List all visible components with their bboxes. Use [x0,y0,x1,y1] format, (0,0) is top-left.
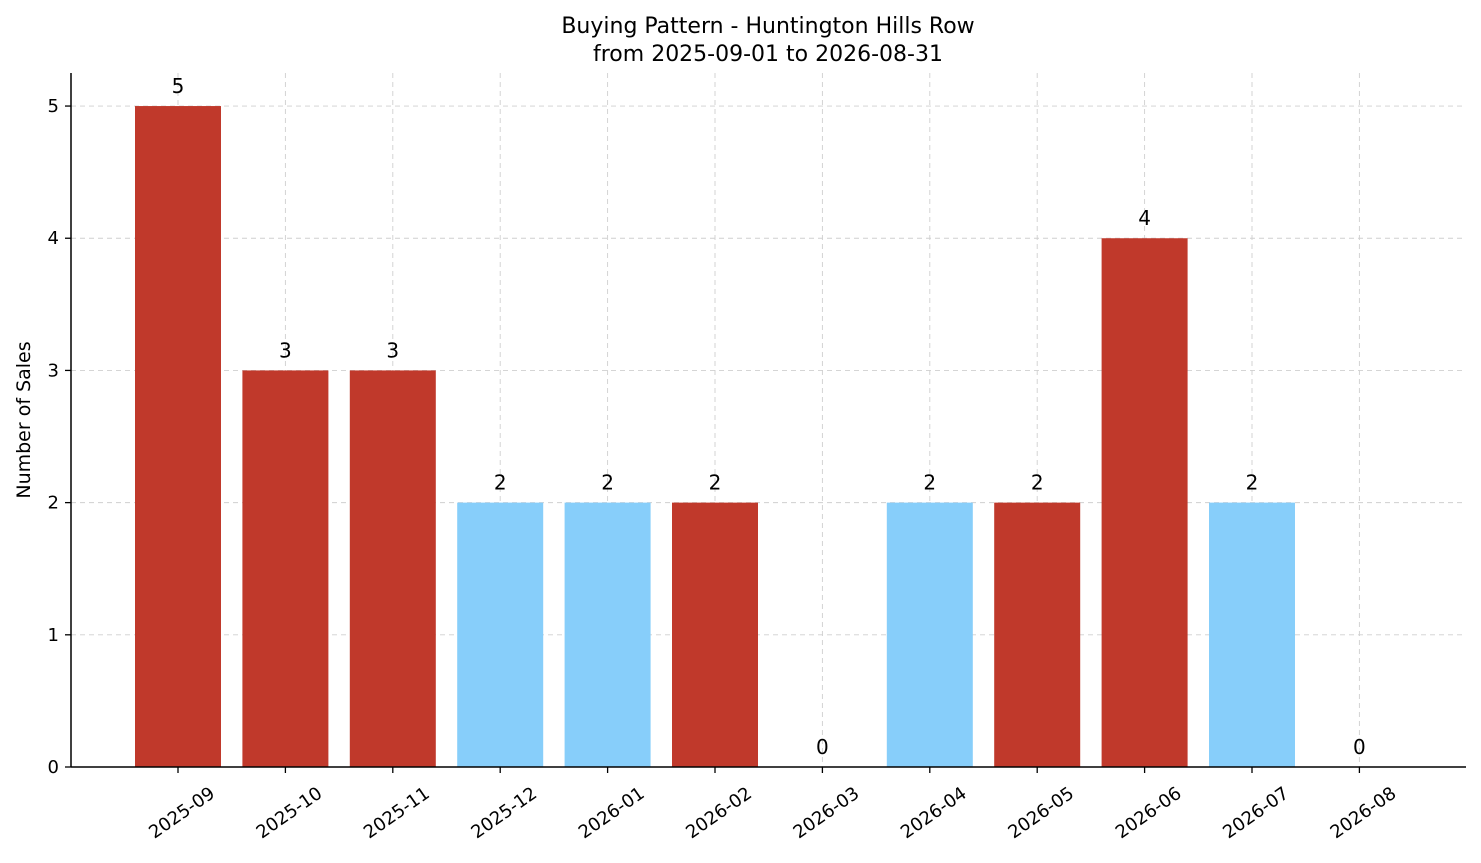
data-label: 2 [494,471,507,495]
x-tick-label: 2026-06 [1112,783,1186,843]
data-label: 2 [601,471,614,495]
y-tick-label: 4 [48,228,59,249]
y-tick-label: 5 [48,96,59,117]
y-axis-label: Number of Sales [13,341,35,498]
y-tick-label: 3 [48,360,59,381]
data-label: 3 [279,338,292,362]
bar [564,502,651,767]
bar [349,370,436,767]
data-label: 2 [1246,471,1259,495]
bar-layer [135,106,1295,768]
x-tick-label: 2026-01 [575,783,649,843]
chart-title: Buying Pattern - Huntington Hills Row [561,14,974,39]
x-tick-label: 2026-05 [1004,783,1078,843]
data-label-layer: 5 3 3 2 2 2 0 2 2 4 2 0 [172,74,1366,759]
x-tick-label: 2025-12 [467,783,541,843]
bar [1101,238,1188,767]
bar [886,502,973,767]
data-label: 2 [709,471,722,495]
x-tick-label: 2025-10 [253,783,327,843]
y-tick-label: 0 [48,757,59,778]
bar [135,106,221,768]
data-label: 0 [816,735,829,759]
x-tick-label: 2025-11 [360,783,434,843]
x-tick-label: 2026-04 [897,783,971,843]
bar [457,502,544,767]
x-tick-label: 2025-09 [145,783,219,843]
axis-layer [70,73,1466,768]
bar [994,502,1081,767]
y-tick-label: 2 [48,493,59,514]
bar [1209,502,1295,767]
x-tick-label: 2026-02 [682,783,756,843]
data-label: 2 [1031,471,1044,495]
bar [672,502,758,767]
x-tick-label: 2026-07 [1219,783,1293,843]
data-label: 0 [1353,735,1366,759]
data-label: 4 [1138,206,1151,230]
chart-subtitle: from 2025-09-01 to 2026-08-31 [593,42,943,67]
x-tick-label: 2026-08 [1327,783,1401,843]
x-tick-label: 2026-03 [790,783,864,843]
data-label: 5 [172,74,185,98]
bar [242,370,329,767]
data-label: 3 [386,338,399,362]
data-label: 2 [923,471,936,495]
y-tick-label: 1 [48,625,59,646]
